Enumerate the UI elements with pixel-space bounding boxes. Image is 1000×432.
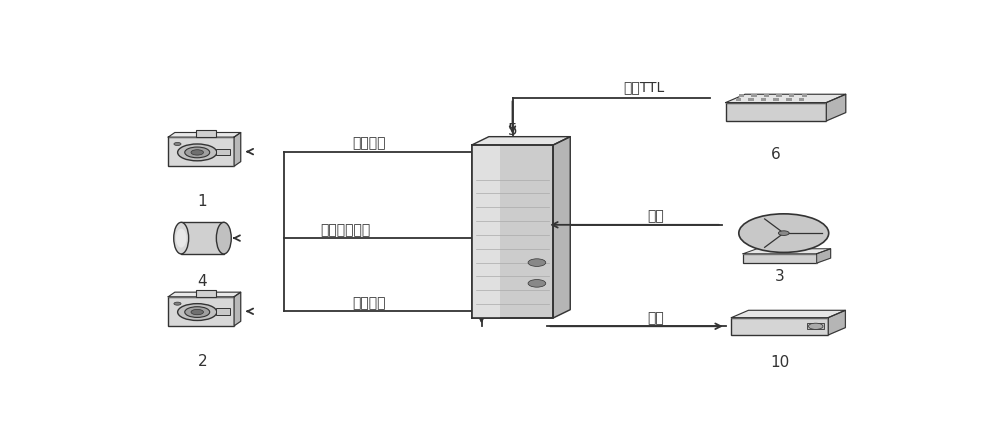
Polygon shape — [472, 137, 570, 145]
Polygon shape — [828, 310, 845, 335]
Circle shape — [185, 147, 210, 158]
FancyBboxPatch shape — [168, 137, 234, 166]
Circle shape — [178, 144, 217, 161]
Text: 同步触发信号: 同步触发信号 — [321, 223, 371, 237]
Polygon shape — [826, 94, 846, 121]
Polygon shape — [168, 292, 241, 297]
FancyBboxPatch shape — [807, 323, 824, 329]
FancyBboxPatch shape — [786, 98, 792, 102]
Text: 数据: 数据 — [648, 311, 664, 325]
FancyBboxPatch shape — [743, 254, 817, 263]
Circle shape — [528, 280, 546, 287]
Ellipse shape — [176, 229, 187, 248]
Polygon shape — [726, 94, 846, 102]
Circle shape — [528, 259, 546, 267]
FancyBboxPatch shape — [761, 98, 766, 102]
Polygon shape — [743, 249, 831, 254]
FancyBboxPatch shape — [739, 94, 744, 97]
Circle shape — [185, 307, 210, 318]
Circle shape — [778, 231, 789, 235]
FancyBboxPatch shape — [789, 94, 794, 97]
FancyBboxPatch shape — [472, 145, 553, 318]
Text: 3: 3 — [775, 269, 785, 284]
FancyBboxPatch shape — [216, 308, 230, 315]
Circle shape — [191, 150, 203, 155]
FancyBboxPatch shape — [776, 94, 782, 97]
Circle shape — [174, 143, 181, 146]
Text: 1: 1 — [198, 194, 207, 209]
Text: 6: 6 — [771, 147, 781, 162]
FancyBboxPatch shape — [472, 145, 500, 318]
Circle shape — [191, 309, 203, 315]
FancyBboxPatch shape — [168, 297, 234, 326]
Polygon shape — [817, 249, 831, 263]
FancyBboxPatch shape — [196, 130, 216, 137]
Text: 脉冲TTL: 脉冲TTL — [624, 80, 665, 94]
FancyBboxPatch shape — [736, 98, 741, 102]
Polygon shape — [731, 310, 845, 318]
FancyBboxPatch shape — [726, 102, 826, 121]
Polygon shape — [553, 137, 570, 318]
FancyBboxPatch shape — [731, 318, 828, 335]
FancyBboxPatch shape — [196, 290, 216, 297]
FancyBboxPatch shape — [764, 94, 769, 97]
Polygon shape — [234, 133, 241, 166]
Ellipse shape — [216, 222, 231, 254]
Text: 4: 4 — [198, 274, 207, 289]
Ellipse shape — [174, 222, 189, 254]
Text: 2: 2 — [198, 354, 207, 368]
Text: 授时: 授时 — [648, 210, 664, 223]
FancyBboxPatch shape — [773, 98, 779, 102]
Text: 影像信息: 影像信息 — [352, 137, 386, 150]
FancyBboxPatch shape — [802, 94, 807, 97]
Circle shape — [739, 214, 829, 252]
FancyBboxPatch shape — [216, 149, 230, 156]
FancyBboxPatch shape — [181, 222, 224, 254]
Polygon shape — [234, 292, 241, 326]
Circle shape — [178, 304, 217, 321]
FancyBboxPatch shape — [799, 98, 804, 102]
Circle shape — [174, 302, 181, 305]
Circle shape — [808, 323, 823, 329]
Text: 影像信息: 影像信息 — [352, 296, 386, 310]
FancyBboxPatch shape — [748, 98, 754, 102]
Polygon shape — [168, 133, 241, 137]
Text: 10: 10 — [770, 356, 790, 370]
FancyBboxPatch shape — [751, 94, 757, 97]
Text: 5: 5 — [508, 123, 517, 137]
